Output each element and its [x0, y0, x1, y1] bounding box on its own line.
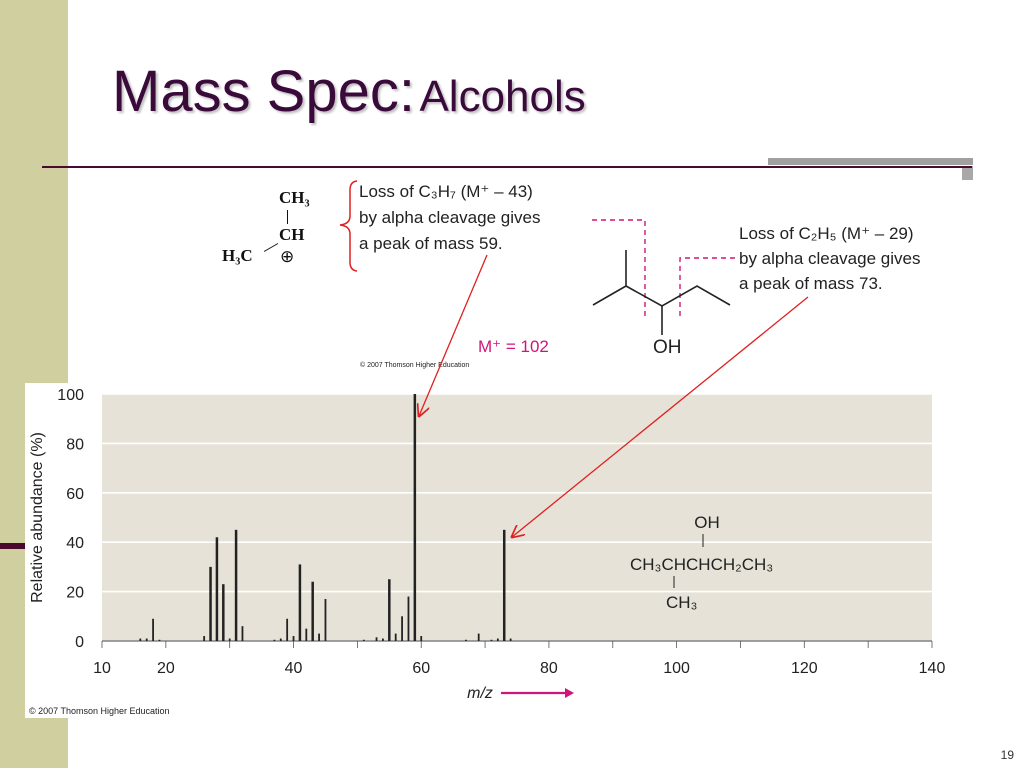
cation-ch: CH: [279, 225, 305, 244]
y-tick-label: 100: [57, 387, 84, 404]
arrow-to-59: [419, 254, 488, 416]
y-tick-label: 80: [66, 436, 84, 453]
mass-spectrum-chart: 0 20 40 60 80 100 10 20 40 60 80 100 120 140 Relative …: [25, 383, 948, 718]
spectrum-bar: [139, 638, 142, 641]
spectrum-bar: [145, 638, 148, 641]
title-sub: Alcohols: [419, 72, 586, 121]
skeletal-structure: [592, 219, 735, 335]
spectrum-bar: [318, 633, 320, 641]
x-tick-label: 100: [663, 660, 690, 677]
spectrum-bar: [382, 638, 384, 641]
spectrum-bar: [203, 636, 206, 641]
spectrum-bar: [477, 633, 480, 641]
spectrum-bar: [465, 639, 467, 641]
arrow-to-73: [512, 296, 809, 537]
left-annotation-line1: Loss of C₃H₇ (M⁺ – 43): [359, 182, 533, 201]
title-main: Mass Spec:: [112, 59, 415, 124]
spectrum-bar: [496, 638, 499, 641]
spectrum-bar: [241, 626, 244, 641]
cation-ch3: CH₃: [279, 188, 310, 207]
title-rule: [42, 166, 972, 168]
y-axis-label: Relative abundance (%): [29, 432, 46, 603]
oh-label: OH: [653, 337, 682, 358]
y-tick-label: 0: [75, 634, 84, 651]
spectrum-bar: [362, 639, 365, 641]
annotation-figure: Loss of C₃H₇ (M⁺ – 43) by alpha cleavage…: [357, 180, 962, 370]
left-annotation-line2: by alpha cleavage gives: [359, 208, 541, 227]
spectrum-bar: [273, 639, 276, 641]
x-axis-arrow-head: [565, 688, 574, 698]
title-rule-shadow: [768, 158, 973, 165]
x-tick-label: 80: [540, 660, 558, 677]
spectrum-bar: [215, 537, 219, 641]
spectrum-bar: [152, 618, 154, 641]
x-tick-label: 10: [93, 660, 111, 677]
spectrum-bar: [279, 638, 282, 641]
spectrum-bar: [298, 564, 302, 641]
right-annotation-line2: by alpha cleavage gives: [739, 249, 921, 268]
spectrum-bar: [394, 633, 397, 641]
chart-svg: 0 20 40 60 80 100 10 20 40 60 80 100 120 140 Relative …: [29, 387, 946, 702]
spectrum-bar: [228, 638, 231, 641]
spectrum-bar: [305, 628, 308, 641]
cation-h3c: H₃C: [222, 246, 253, 265]
structure-chain: CH₃CHCHCH₂CH₃: [630, 555, 773, 574]
spectrum-bar: [234, 529, 238, 641]
x-tick-label: 20: [157, 660, 175, 677]
spectrum-bar: [490, 639, 493, 641]
plot-area: [102, 394, 932, 641]
spectrum-bar: [158, 639, 161, 641]
left-annotation-line3: a peak of mass 59.: [359, 234, 503, 253]
bracket: [339, 180, 359, 272]
chart-copyright: © 2007 Thomson Higher Education: [29, 706, 170, 716]
spectrum-bar: [401, 616, 403, 641]
right-annotation-line1: Loss of C₂H₅ (M⁺ – 29): [739, 224, 914, 243]
spectrum-bar: [324, 599, 327, 641]
spectrum-bar: [292, 636, 295, 641]
title-rule-shadow-end: [962, 166, 973, 180]
x-tick-label: 60: [412, 660, 430, 677]
structure-oh: OH: [694, 513, 720, 532]
cation-bond-vertical: [287, 210, 288, 224]
x-tick-label: 140: [919, 660, 946, 677]
slide-title: Mass Spec: Alcohols: [112, 58, 586, 125]
y-tick-label: 40: [66, 535, 84, 552]
spectrum-bar: [407, 596, 410, 641]
x-tick-label: 40: [285, 660, 303, 677]
x-tick-label: 120: [791, 660, 818, 677]
spectrum-bar: [420, 636, 423, 641]
structure-ch3: CH₃: [666, 593, 697, 612]
spectrum-bar: [311, 581, 314, 641]
spectrum-bar: [509, 638, 512, 641]
spectrum-bar: [222, 584, 225, 641]
right-annotation-line3: a peak of mass 73.: [739, 274, 883, 293]
y-tick-label: 60: [66, 486, 84, 503]
molecular-ion-label: M⁺ = 102: [478, 337, 549, 356]
copyright-top: © 2007 Thomson Higher Education: [360, 362, 470, 369]
spectrum-bar: [286, 618, 289, 641]
spectrum-bar: [209, 566, 212, 641]
cation-charge: ⊕: [280, 247, 295, 266]
y-tick-label: 20: [66, 585, 84, 602]
spectrum-bar: [502, 529, 506, 641]
spectrum-bar: [375, 637, 378, 641]
spectrum-bar: [413, 394, 417, 641]
x-axis-label: m/z: [467, 685, 493, 702]
spectrum-bar: [388, 579, 391, 641]
page-number: 19: [1000, 748, 1014, 762]
